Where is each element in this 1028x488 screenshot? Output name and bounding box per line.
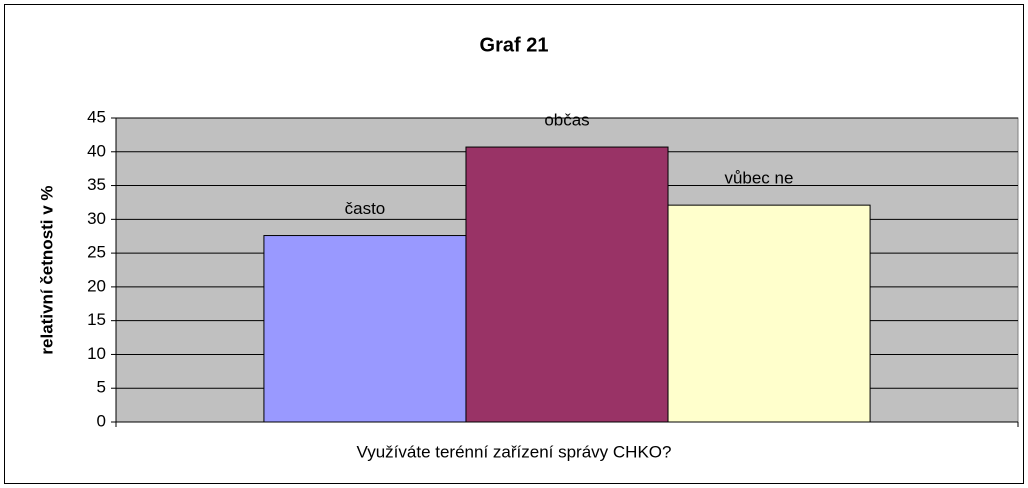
y-tick-label: 40 bbox=[87, 141, 106, 160]
y-tick-label: 45 bbox=[87, 107, 106, 126]
chart-title: Graf 21 bbox=[480, 34, 549, 56]
y-tick-label: 20 bbox=[87, 276, 106, 295]
y-axis-label: relativní četnosti v % bbox=[37, 185, 56, 354]
y-tick-label: 10 bbox=[87, 344, 106, 363]
bar bbox=[667, 204, 871, 423]
y-tick-label: 30 bbox=[87, 209, 106, 228]
y-tick-label: 0 bbox=[97, 411, 106, 430]
bar bbox=[465, 146, 669, 423]
bar-label: často bbox=[345, 199, 386, 218]
y-tick-label: 15 bbox=[87, 310, 106, 329]
y-tick-label: 35 bbox=[87, 175, 106, 194]
bar bbox=[263, 235, 467, 423]
x-axis-label: Využíváte terénní zařízení správy CHKO? bbox=[357, 442, 672, 461]
y-tick-label: 5 bbox=[97, 378, 106, 397]
y-tick-label: 25 bbox=[87, 243, 106, 262]
bar-label: vůbec ne bbox=[724, 169, 793, 188]
bar-label: občas bbox=[544, 111, 589, 130]
